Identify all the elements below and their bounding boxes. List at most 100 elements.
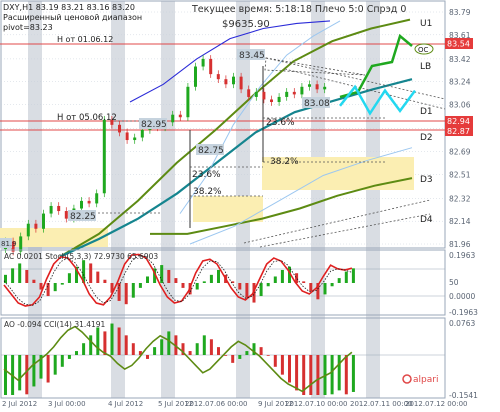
ac-bar <box>273 276 277 283</box>
ac-bar <box>153 268 157 283</box>
callout-81-9-box <box>0 238 12 248</box>
ao-bar <box>209 339 213 355</box>
ac-bar <box>146 276 149 283</box>
callout-83-08-text: 83.08 <box>304 99 330 109</box>
candle-body <box>42 213 45 229</box>
ao-bar <box>110 323 114 355</box>
ac-bar <box>67 273 71 283</box>
price-marker-82-87-box <box>445 126 473 136</box>
candle-body <box>232 76 235 85</box>
candle-body <box>247 89 251 97</box>
ac-tick-50: 50 <box>449 278 459 287</box>
weekday-band <box>28 1 42 398</box>
fib-label-1: 23.6% <box>266 118 295 128</box>
ac-bar <box>25 269 29 283</box>
candle-body <box>102 119 106 194</box>
ao-bar <box>245 351 249 355</box>
price-tick-label: 81.96 <box>449 240 471 249</box>
candle-body <box>323 86 327 90</box>
ac-bar <box>209 274 213 283</box>
ao-bar <box>231 355 235 363</box>
level-label-u1: U1 <box>420 19 432 29</box>
ao-bar <box>238 355 242 359</box>
ac-bar <box>103 279 107 283</box>
time-label: 2012.07.11 00:00 <box>350 400 412 408</box>
ac-bar <box>245 283 249 298</box>
candle-body <box>239 76 243 90</box>
ac-bar <box>202 281 206 283</box>
callout-82-95: 82.95 <box>139 118 167 130</box>
ac-bar <box>259 283 263 297</box>
ao-bar <box>280 355 284 375</box>
dashed-line-4 <box>259 213 431 248</box>
candle-body <box>308 84 311 87</box>
time-axis: 2 Jul 2012 3 Jul 00:00 4 Jul 2012 5 Jul 201… <box>2 400 467 408</box>
weekday-band <box>366 1 380 398</box>
dashed-line-2 <box>284 68 446 110</box>
ac-bar <box>167 269 171 283</box>
weekday-band <box>111 1 125 398</box>
ao-tick-bottom: -0.1541 <box>449 391 478 400</box>
ao-bar <box>60 355 64 367</box>
level-label-d3: D3 <box>420 175 433 185</box>
callout-83-08-box <box>302 97 330 108</box>
price-marker-82-94-text: 82.94 <box>447 117 470 126</box>
ao-cci-panel: AO -0.094 CCI(14) 31.4191 alpari <box>0 317 446 399</box>
level-label-d1: D1 <box>420 107 433 117</box>
ac-bar <box>231 281 235 283</box>
ac-panel-frame <box>0 249 446 316</box>
ac-bar <box>195 283 199 290</box>
ao-bar <box>288 355 291 383</box>
time-label: 3 Jul 00:00 <box>48 400 86 408</box>
candle-body <box>87 200 91 204</box>
forecast-path-cyan <box>339 84 417 116</box>
ao-bar <box>330 355 334 395</box>
level-labels: U1 OC LB D1 D2 D3 D4 <box>414 19 434 225</box>
alpari-logo-mark <box>402 374 412 384</box>
price-tick-label: 82.32 <box>449 194 471 203</box>
ao-bar <box>295 355 299 391</box>
candle-body <box>171 114 175 123</box>
ao-bar <box>82 343 86 355</box>
ao-bar <box>146 355 149 359</box>
fib-labels: 23.6% 38.2% 23.6% 38.2% <box>192 118 299 197</box>
price-marker-82-94-box <box>445 116 473 126</box>
fib-label-2: 38.2% <box>270 157 299 167</box>
ac-histogram <box>4 260 355 305</box>
ext-range-label: Расширенный ценовой диапазон <box>3 13 142 22</box>
callout-83-45-box <box>237 49 265 60</box>
candle-body <box>194 66 197 87</box>
candle-body <box>125 132 129 141</box>
callout-82-25-box <box>68 210 96 221</box>
candle-body <box>64 211 68 219</box>
symbol-line: DXY,H1 83.19 83.21 83.16 83.20 <box>3 3 135 12</box>
yellow-zone-2 <box>193 196 263 222</box>
yellow-zone-1 <box>262 157 414 190</box>
candle-body <box>178 114 182 118</box>
candle-body <box>292 91 296 95</box>
oc-text: OC <box>418 46 429 54</box>
time-label: 2012.07.12 00:00 <box>405 400 467 408</box>
ao-bar <box>309 355 313 395</box>
ac-bar <box>18 263 22 283</box>
ac-panel-label: AC 0.0201 Stoch(5,3,3) 72.9730 65.6903 <box>4 252 158 261</box>
ao-bar <box>18 355 22 391</box>
ac-bar <box>32 279 36 283</box>
ao-bar <box>273 355 277 367</box>
channel-u1 <box>59 18 411 258</box>
ao-bar <box>117 327 121 355</box>
upper-band-line <box>179 20 341 214</box>
high-from-label: Н от 01.06.12 <box>57 35 113 44</box>
price-tick-label: 82.14 <box>449 217 471 226</box>
callout-83-45: 83.45 <box>237 49 265 61</box>
price-marker-83-54-box <box>445 38 473 49</box>
price-marker-82-94: 82.94 <box>445 116 473 126</box>
ac-bar <box>344 271 348 283</box>
cci-line <box>3 325 353 393</box>
callout-81-9-text: 81.9 <box>1 240 17 248</box>
ac-bar <box>60 283 64 285</box>
channel-d3 <box>150 177 413 235</box>
chart-header: DXY,H1 83.19 83.21 83.16 83.20 Расширенн… <box>3 3 406 44</box>
ac-bar <box>302 281 306 283</box>
